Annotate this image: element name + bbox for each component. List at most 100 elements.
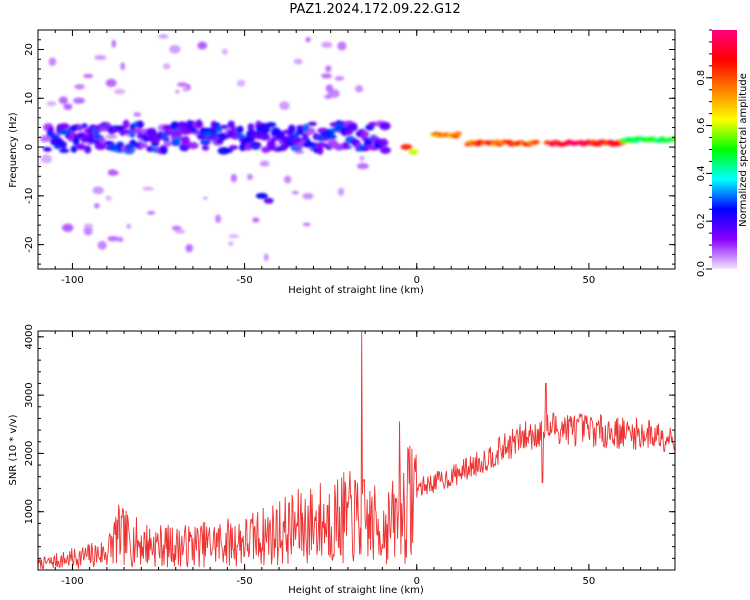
spectral-blob (346, 123, 358, 132)
spectral-blob (325, 65, 332, 73)
spectral-blob (220, 124, 229, 130)
spectral-blob (252, 217, 260, 223)
spectral-blob (63, 103, 73, 110)
spectral-blob (200, 139, 211, 146)
spectral-blob (249, 141, 262, 147)
spectral-blob (139, 142, 148, 149)
spectral-blob (94, 55, 107, 61)
spectral-blob (408, 148, 419, 155)
spectral-blob (105, 195, 112, 201)
spectral-blob (197, 41, 208, 50)
spectral-blob (302, 222, 311, 227)
spectrogram-marks (39, 34, 675, 262)
spectral-blob (337, 187, 345, 196)
x-tick-label: -50 (236, 576, 252, 587)
spectral-blob (291, 190, 299, 195)
spectral-blob (221, 133, 233, 139)
spectral-blob (174, 229, 186, 234)
spectral-blob (122, 119, 130, 129)
spectral-blob (76, 143, 86, 151)
spectral-blob (40, 154, 52, 164)
spectral-blob (324, 94, 332, 100)
spectrogram-y-label: Frequency (Hz) (8, 112, 19, 188)
spectral-blob (110, 170, 120, 176)
spectral-blob (325, 134, 337, 140)
spectral-blob (92, 186, 104, 195)
spectral-blob (59, 123, 70, 130)
spectral-blob (203, 196, 208, 200)
spectral-blob (59, 141, 67, 149)
spectral-blob (61, 223, 74, 232)
colorbar-tick-label: 0.8 (696, 70, 707, 86)
spectral-blob (159, 146, 168, 155)
x-tick-label: -50 (236, 275, 252, 286)
spectral-blob (187, 141, 199, 150)
spectral-blob (73, 97, 86, 104)
x-tick-label: 0 (414, 576, 420, 587)
spectral-blob (175, 89, 180, 94)
spectral-blob (146, 211, 156, 215)
spectral-blob (255, 192, 268, 199)
spectral-blob (400, 144, 413, 151)
spectral-blob (81, 123, 88, 129)
spectral-blob (379, 121, 391, 131)
spectral-blob (111, 39, 117, 48)
snr-panel: -100 -50 0 50 1000 2000 3000 4000 Height of str… (8, 324, 676, 596)
spectral-blob (180, 135, 190, 144)
snr-axes: -100 -50 0 50 1000 2000 3000 4000 (24, 324, 676, 587)
spectral-blob (230, 173, 237, 183)
colorbar-gradient (712, 30, 737, 269)
spectral-blob (378, 138, 389, 147)
spectral-blob (177, 82, 188, 87)
colorbar: 0.0 0.2 0.4 0.6 0.8 Normalized spectral ampl… (696, 29, 749, 277)
spectral-blob (195, 119, 203, 129)
y-tick-label: 10 (24, 92, 35, 105)
spectral-blob (334, 143, 344, 151)
spectral-blob (86, 136, 96, 145)
spectral-blob (228, 241, 234, 246)
spectral-blob (325, 84, 334, 93)
spectral-blob (48, 57, 57, 66)
spectral-blob (105, 134, 118, 140)
spectral-blob (124, 144, 135, 149)
y-tick-label: 1000 (24, 499, 35, 524)
spectral-blob (302, 192, 314, 200)
spectral-blob (142, 186, 155, 191)
y-tick-label: 20 (24, 43, 35, 56)
spectral-blob (120, 62, 125, 71)
spectral-blob (177, 121, 187, 127)
spectral-blob (317, 146, 324, 155)
spectrogram-blobs (39, 34, 675, 262)
spectral-blob (293, 58, 303, 65)
x-tick-label: 50 (583, 275, 596, 286)
spectral-blob (307, 121, 317, 127)
spectral-blob (303, 123, 310, 132)
chart-title: PAZ1.2024.172.09.22.G12 (289, 2, 461, 17)
spectral-blob (259, 133, 271, 141)
y-tick-label: 0 (24, 144, 35, 150)
spectral-blob (669, 136, 675, 142)
snr-series-line (38, 331, 675, 570)
x-tick-label: -100 (61, 576, 84, 587)
spectral-blob (236, 79, 246, 87)
spectral-blob (342, 141, 350, 150)
spectral-blob (70, 145, 78, 153)
spectral-blob (279, 101, 290, 111)
spectral-blob (84, 145, 92, 154)
x-tick-label: 0 (414, 275, 420, 286)
spectral-blob (344, 130, 354, 136)
spectral-blob (259, 160, 270, 167)
spectral-blob (228, 144, 239, 151)
spectral-blob (305, 36, 311, 43)
spectral-blob (355, 85, 364, 93)
spectral-blob (361, 131, 370, 138)
colorbar-tick-label: 0.0 (696, 261, 707, 277)
snr-y-label: SNR (10 * v/v) (8, 414, 19, 485)
spectral-blob (173, 129, 183, 138)
spectral-blob (296, 126, 305, 135)
spectral-blob (170, 121, 180, 130)
x-tick-label: -100 (61, 275, 84, 286)
spectral-blob (94, 142, 107, 151)
